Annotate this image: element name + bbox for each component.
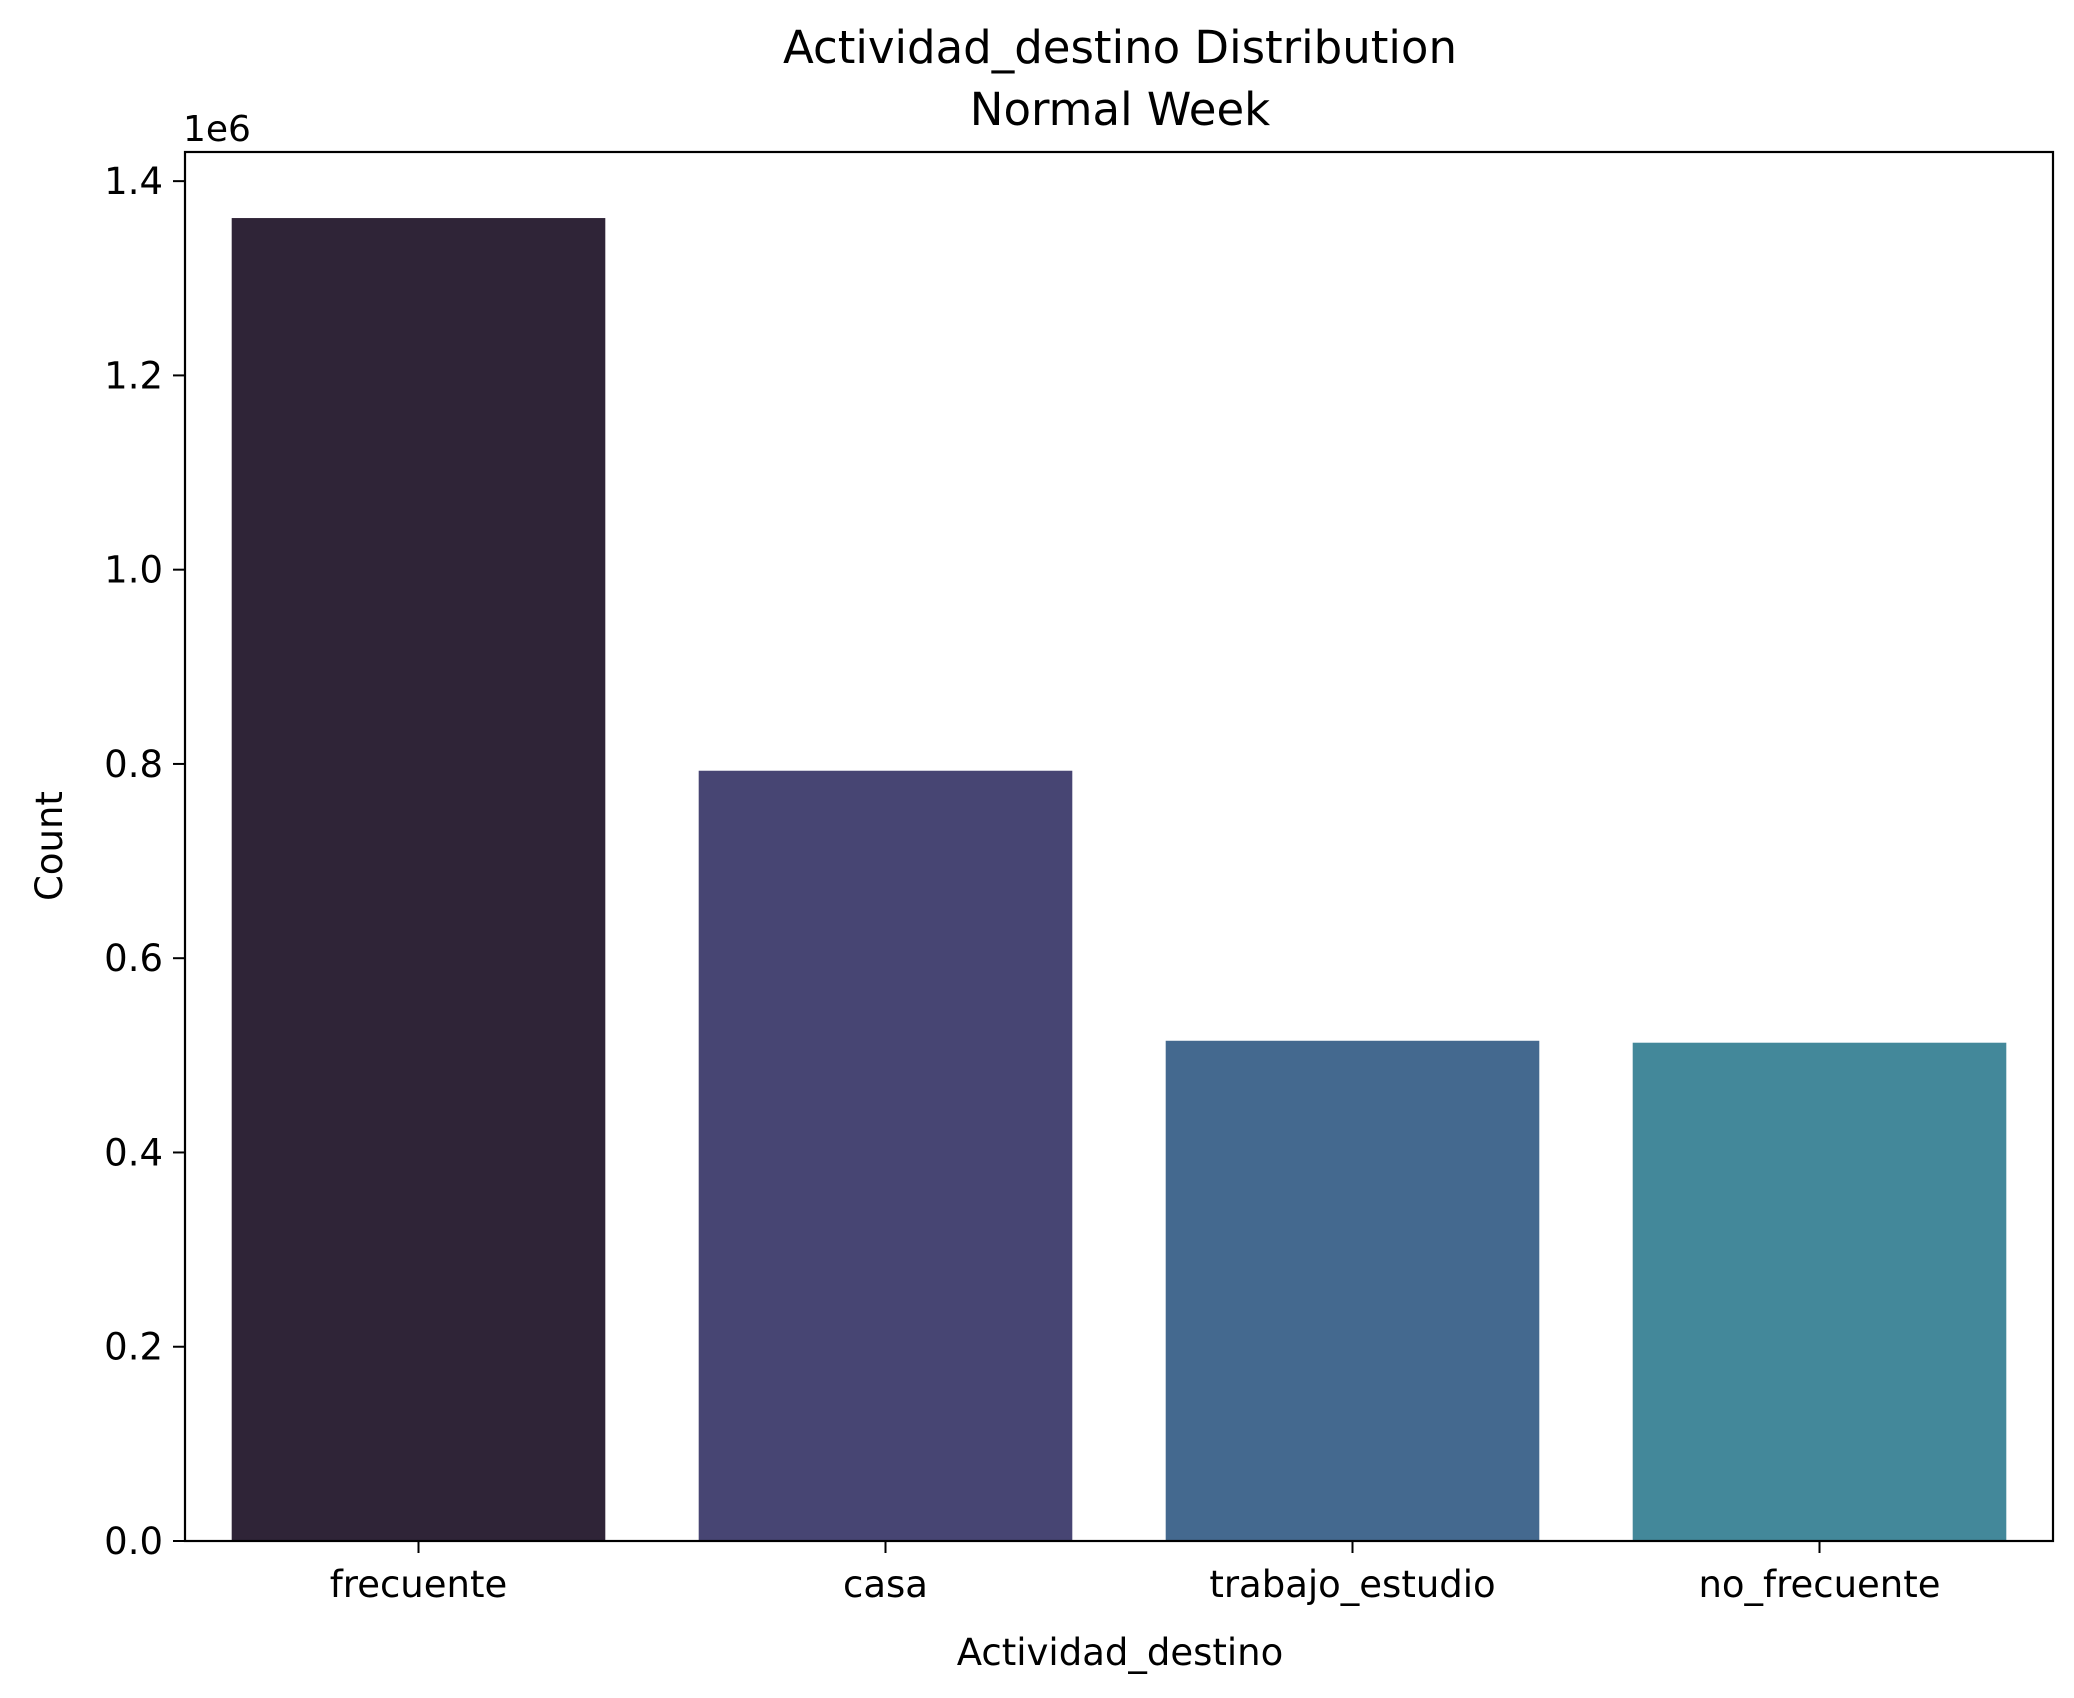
y-tick-label: 0.8 [104, 743, 163, 786]
x-tick-label: no_frecuente [1698, 1563, 1940, 1606]
bar-frecuente [231, 218, 606, 1542]
bars-group [231, 218, 2007, 1542]
bar-trabajo-estudio [1165, 1040, 1540, 1541]
y-tick-label: 1.2 [104, 354, 163, 397]
y-tick-label: 1.0 [104, 549, 163, 592]
bar-no-frecuente [1632, 1042, 2007, 1541]
x-tick-label: casa [843, 1563, 928, 1606]
chart-title: Actividad_destino Distribution [783, 21, 1457, 74]
x-tick-label: trabajo_estudio [1209, 1563, 1495, 1606]
x-axis-label: Actividad_destino [957, 1631, 1284, 1674]
y-axis-label: Count [28, 791, 71, 901]
y-tick-label: 0.0 [104, 1520, 163, 1563]
plot-frame [183, 150, 2055, 1543]
chart-subtitle: Normal Week [970, 83, 1270, 136]
y-axis-offset-label: 1e6 [183, 109, 251, 150]
y-axis: 0.0 0.2 0.4 0.6 0.8 1.0 1.2 1.4 [104, 160, 185, 1563]
y-tick-label: 1.4 [104, 160, 163, 203]
x-tick-label: frecuente [330, 1563, 507, 1606]
y-tick-label: 0.2 [104, 1326, 163, 1369]
x-axis: frecuente casa trabajo_estudio no_frecuente [330, 1541, 1941, 1606]
y-tick-label: 0.6 [104, 937, 163, 980]
bar-casa [698, 770, 1073, 1541]
y-tick-label: 0.4 [104, 1131, 163, 1174]
